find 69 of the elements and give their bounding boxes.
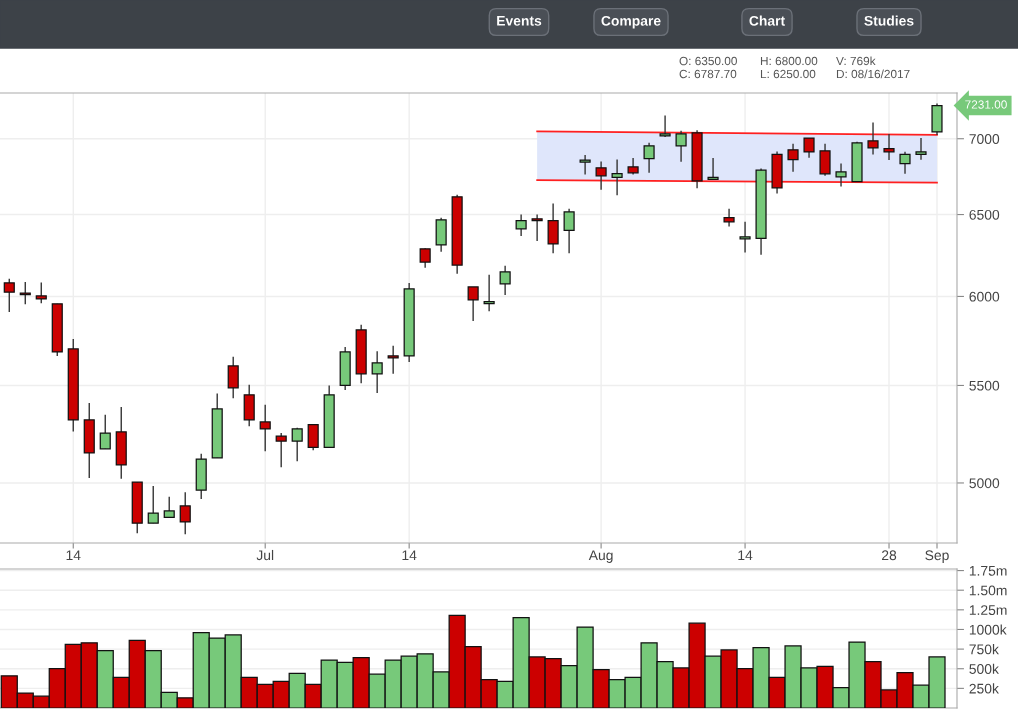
candlestick	[739, 220, 751, 254]
y-tick-label: 1.50m	[969, 585, 1007, 596]
candlestick	[291, 427, 303, 462]
candlestick	[579, 154, 591, 176]
candlestick	[723, 208, 735, 228]
candlestick	[915, 137, 927, 161]
x-tick-label: Aug	[588, 550, 613, 563]
y-tick-label: 250k	[969, 683, 999, 694]
text: C: 6787.70	[679, 69, 737, 79]
x-tick-label: 14	[402, 550, 417, 561]
candlestick	[675, 130, 687, 163]
candlestick	[163, 496, 175, 518]
y-tick-label: 1.25m	[969, 605, 1007, 616]
candlestick	[563, 208, 575, 254]
text: H: 6800.00	[760, 56, 818, 66]
y-tick-label: 1.75m	[969, 566, 1007, 576]
candlestick	[787, 143, 799, 173]
y-tick-label: 5000	[969, 478, 1000, 489]
candlestick	[611, 158, 623, 197]
text: D: 08/16/2017	[836, 69, 910, 79]
x-tick-label: Jul	[256, 549, 274, 561]
candlestick	[99, 414, 111, 450]
candlestick	[595, 160, 607, 191]
candlestick	[819, 143, 831, 177]
candlestick	[499, 265, 511, 296]
candlestick	[275, 432, 287, 469]
candlestick	[3, 277, 15, 313]
y-tick-label: 750k	[969, 644, 999, 655]
candlestick	[803, 137, 815, 159]
text: O: 6350.00	[679, 56, 737, 66]
candlestick	[867, 121, 879, 156]
y-tick-label: 1000k	[969, 624, 1007, 635]
text: Compare	[601, 15, 661, 29]
candlestick	[899, 151, 911, 175]
y-tick-label: 500k	[969, 663, 999, 674]
candlestick	[483, 274, 495, 312]
candlestick	[35, 281, 47, 304]
candlestick	[835, 162, 847, 188]
candlestick	[707, 157, 719, 181]
x-tick-label: Sep	[925, 550, 949, 563]
text: L: 6250.00	[760, 69, 816, 79]
candlestick	[531, 213, 543, 242]
candlestick	[147, 485, 159, 524]
candlestick	[179, 491, 191, 536]
x-tick-label: 28	[882, 550, 897, 561]
y-tick-label: 5500	[969, 380, 1000, 391]
text: Chart	[749, 15, 785, 26]
candlestick	[227, 356, 239, 399]
text: V: 769k	[836, 56, 876, 66]
candlestick	[547, 202, 559, 254]
candlestick	[371, 350, 383, 394]
candlestick	[467, 286, 479, 322]
candlestick	[19, 281, 31, 305]
y-tick-label: 6000	[969, 291, 1000, 302]
x-tick-label: 14	[66, 550, 81, 561]
text: Events	[497, 16, 542, 26]
text: 7231.00	[965, 100, 1007, 109]
candlestick	[515, 213, 527, 237]
candlestick	[643, 142, 655, 174]
candlestick	[307, 424, 319, 452]
text: Studies	[864, 15, 914, 26]
candlestick	[883, 133, 895, 161]
y-tick-label: 7000	[969, 134, 1000, 144]
candlestick	[259, 404, 271, 453]
candlestick	[419, 247, 431, 269]
x-tick-label: 14	[738, 550, 753, 561]
y-tick-label: 6500	[969, 209, 1000, 220]
candlestick	[659, 114, 671, 138]
candlestick	[387, 345, 399, 375]
